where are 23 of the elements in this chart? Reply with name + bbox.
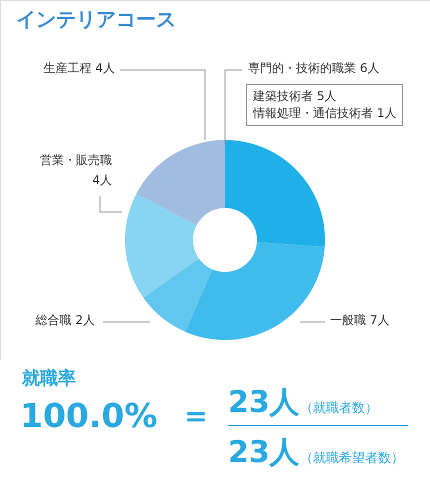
slice-label: 生産工程 [44,61,92,75]
donut-slice [185,242,325,340]
data-label: 7人 [370,313,390,327]
text: 23人（就職希望者数） [228,435,404,470]
donut-slice [125,194,199,298]
donut-slice [143,258,212,332]
text: 就職率 [22,367,76,390]
slice-label: 専門的・技術的職業 [248,61,356,75]
donut-slice [225,140,325,247]
text: 23人（就職者数） [228,385,378,420]
text: ＝ [180,395,212,436]
data-label: 6人 [360,61,380,75]
slice-label: 総合職 [36,313,72,327]
slice-label: 営業・販売職 [40,153,112,167]
text: 情報処理・通信技術者 1人 [253,105,396,122]
data-label: 2人 [75,313,95,327]
data-label: 4人 [92,173,112,187]
text: 100.0% [20,396,158,435]
text: 建築技術者 5人 [253,88,338,105]
slice-label: 一般職 [330,313,366,327]
chart-title: インテリアコース [16,6,176,33]
donut-slice [136,140,225,226]
data-label: 4人 [95,61,115,75]
